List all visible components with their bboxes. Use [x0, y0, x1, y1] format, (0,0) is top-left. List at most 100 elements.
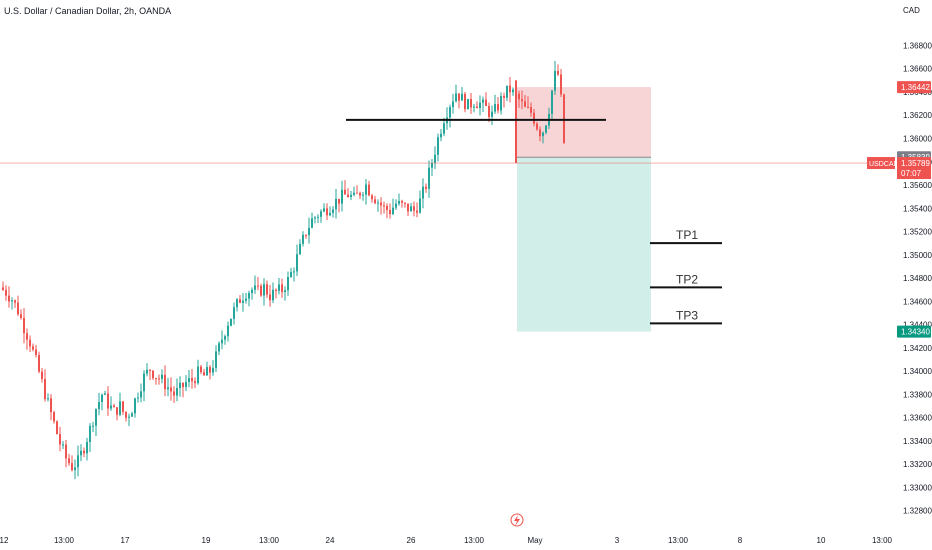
candle-body	[35, 349, 37, 356]
candle-body	[386, 205, 388, 210]
candle-body	[26, 333, 28, 340]
candle-body	[233, 307, 235, 319]
y-tick-label: 1.32800	[903, 507, 932, 516]
take-profit-zone	[517, 157, 651, 332]
candle	[539, 126, 541, 142]
candle-body	[542, 132, 544, 137]
candle-body	[245, 298, 247, 301]
candle-body	[188, 378, 190, 382]
candle-body	[77, 455, 79, 468]
candle-body	[524, 101, 526, 107]
candle	[536, 121, 538, 131]
candle	[149, 369, 151, 380]
candle	[164, 365, 166, 397]
candle-body	[236, 299, 238, 308]
candle-body	[326, 208, 328, 216]
stop-price-badge-text: 1.36442	[901, 83, 930, 92]
x-tick-label: 8	[738, 536, 743, 545]
candle-body	[143, 373, 145, 392]
candle	[386, 203, 388, 219]
y-tick-label: 1.35000	[903, 251, 932, 260]
candle	[269, 284, 271, 307]
currency-label: CAD	[903, 6, 920, 15]
candle	[95, 408, 97, 437]
candle-body	[482, 99, 484, 103]
candle	[365, 179, 367, 205]
candle-body	[263, 284, 265, 296]
candle	[335, 188, 337, 219]
tp-label-2: TP2	[676, 272, 698, 286]
candle	[179, 376, 181, 397]
candle-body	[371, 195, 373, 200]
candle	[401, 199, 403, 208]
candle-body	[428, 167, 430, 189]
candle-body	[461, 93, 463, 101]
candle	[68, 453, 70, 466]
candle-body	[443, 123, 445, 134]
candle	[476, 101, 478, 109]
candle-body	[11, 300, 13, 302]
candle	[194, 377, 196, 389]
current-price-bg	[897, 157, 931, 180]
candle	[242, 293, 244, 312]
chart-title: U.S. Dollar / Canadian Dollar, 2h, OANDA	[4, 6, 172, 16]
candle	[170, 377, 172, 401]
candle	[374, 195, 376, 205]
candle-body	[5, 289, 7, 296]
candle-body	[173, 391, 175, 396]
candle	[83, 447, 85, 458]
candle-body	[14, 300, 16, 303]
candle-body	[317, 216, 319, 218]
candle-body	[422, 186, 424, 199]
candle-body	[479, 102, 481, 109]
candle-body	[275, 289, 277, 291]
candle-body	[512, 89, 514, 93]
candle-body	[383, 205, 385, 207]
candle-body	[413, 206, 415, 211]
candle	[416, 202, 418, 218]
candle-body	[104, 393, 106, 395]
candle	[263, 278, 265, 306]
candle-body	[209, 367, 211, 373]
candle-body	[224, 336, 226, 340]
candle	[347, 188, 349, 198]
candle	[473, 103, 475, 113]
candle-body	[338, 198, 340, 204]
candle	[20, 309, 22, 320]
time-axis: 12 13:00 17 19 13:00 24 26 13:00 May 3 13:00 8 10 13:…	[0, 536, 893, 545]
candle	[11, 297, 13, 310]
candle	[320, 209, 322, 223]
candle-body	[254, 285, 256, 290]
candle	[491, 105, 493, 125]
candle	[497, 96, 499, 114]
stop-price-badge-bg	[897, 81, 931, 94]
candle-body	[110, 405, 112, 409]
candle	[182, 382, 184, 398]
candle-body	[59, 434, 61, 445]
candle	[470, 93, 472, 114]
candle-body	[272, 289, 274, 301]
symbol-badge-bg	[867, 157, 895, 170]
candle	[461, 86, 463, 101]
candle	[50, 394, 52, 421]
countdown-text: 07:07	[901, 169, 922, 178]
candle-body	[128, 416, 130, 418]
candle	[248, 290, 250, 307]
candle-body	[314, 217, 316, 219]
candle	[218, 341, 220, 356]
candle	[545, 124, 547, 135]
candle-body	[269, 294, 271, 301]
candle	[332, 206, 334, 218]
candle	[434, 146, 436, 169]
candle-body	[119, 401, 121, 415]
candle-body	[533, 112, 535, 124]
candle	[104, 390, 106, 396]
candle	[17, 295, 19, 316]
candle	[419, 190, 421, 214]
candle	[329, 206, 331, 217]
candle	[527, 96, 529, 109]
candle	[188, 369, 190, 388]
candle	[500, 92, 502, 115]
